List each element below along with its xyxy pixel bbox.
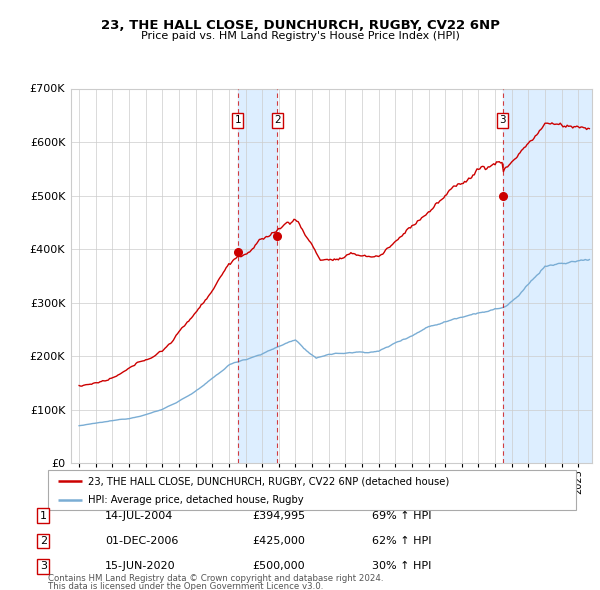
Text: 3: 3 [499,116,506,125]
Text: 30% ↑ HPI: 30% ↑ HPI [372,562,431,571]
Text: £394,995: £394,995 [252,511,305,520]
Text: 14-JUL-2004: 14-JUL-2004 [105,511,173,520]
Text: 1: 1 [40,511,47,520]
Text: £500,000: £500,000 [252,562,305,571]
Bar [238,88,277,463]
Text: This data is licensed under the Open Government Licence v3.0.: This data is licensed under the Open Gov… [48,582,323,590]
Text: 2: 2 [274,116,281,125]
Text: Price paid vs. HM Land Registry's House Price Index (HPI): Price paid vs. HM Land Registry's House … [140,31,460,41]
Text: 62% ↑ HPI: 62% ↑ HPI [372,536,431,546]
Text: 69% ↑ HPI: 69% ↑ HPI [372,511,431,520]
Text: 15-JUN-2020: 15-JUN-2020 [105,562,176,571]
Text: 23, THE HALL CLOSE, DUNCHURCH, RUGBY, CV22 6NP: 23, THE HALL CLOSE, DUNCHURCH, RUGBY, CV… [101,19,499,32]
Text: 23, THE HALL CLOSE, DUNCHURCH, RUGBY, CV22 6NP (detached house): 23, THE HALL CLOSE, DUNCHURCH, RUGBY, CV… [88,476,449,486]
Text: 01-DEC-2006: 01-DEC-2006 [105,536,178,546]
FancyBboxPatch shape [48,470,576,510]
Text: 3: 3 [40,562,47,571]
Text: 1: 1 [235,116,241,125]
Text: Contains HM Land Registry data © Crown copyright and database right 2024.: Contains HM Land Registry data © Crown c… [48,574,383,583]
Bar [503,88,592,463]
Text: HPI: Average price, detached house, Rugby: HPI: Average price, detached house, Rugb… [88,494,303,504]
Text: 2: 2 [40,536,47,546]
Text: £425,000: £425,000 [252,536,305,546]
